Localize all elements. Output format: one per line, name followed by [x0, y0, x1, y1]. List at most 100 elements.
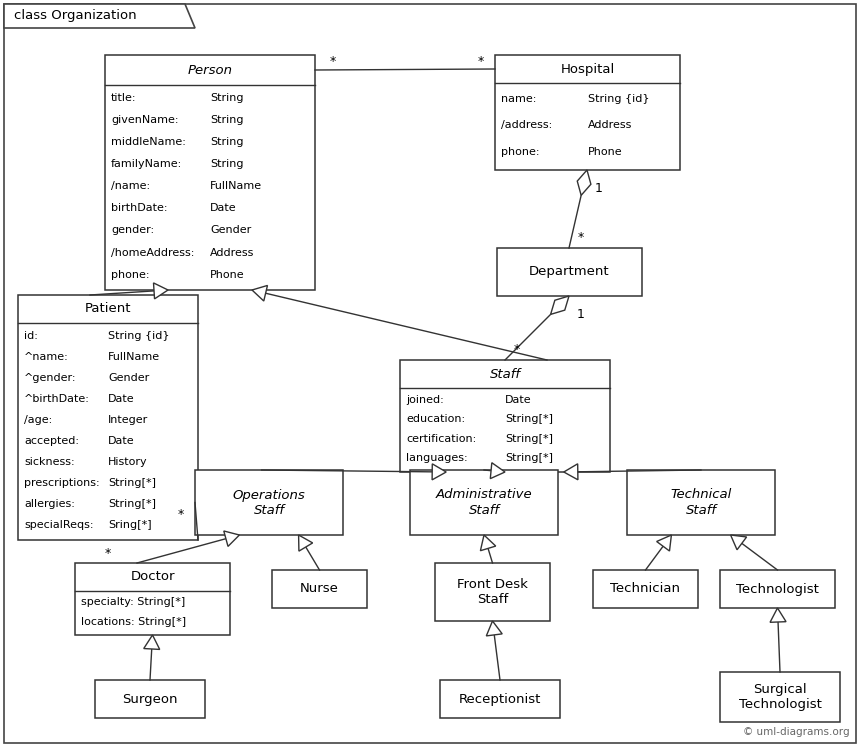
Text: String: String [210, 137, 243, 147]
Bar [410, 470, 558, 535]
Text: String: String [210, 93, 243, 103]
Text: Gender: Gender [210, 226, 251, 235]
Text: phone:: phone: [111, 270, 150, 279]
Text: birthDate:: birthDate: [111, 203, 168, 214]
Text: Administrative
Staff: Administrative Staff [436, 489, 532, 516]
Bar [497, 248, 642, 296]
Bar [593, 570, 698, 608]
Bar [720, 570, 835, 608]
Polygon shape [657, 535, 672, 551]
Text: 1: 1 [577, 308, 585, 320]
Text: Technical
Staff: Technical Staff [671, 489, 732, 516]
Text: title:: title: [111, 93, 137, 103]
Bar [495, 55, 680, 170]
Text: education:: education: [406, 415, 465, 424]
Text: Staff: Staff [489, 368, 520, 380]
Text: History: History [108, 457, 148, 467]
Polygon shape [731, 535, 746, 550]
Text: *: * [578, 232, 584, 244]
Text: ^gender:: ^gender: [24, 373, 77, 382]
Text: Technologist: Technologist [736, 583, 819, 595]
Text: Phone: Phone [210, 270, 244, 279]
Text: Department: Department [529, 265, 610, 279]
Text: Date: Date [108, 394, 135, 404]
Polygon shape [144, 635, 160, 649]
Text: givenName:: givenName: [111, 115, 179, 125]
Text: FullName: FullName [108, 352, 160, 362]
Text: Gender: Gender [108, 373, 150, 382]
Polygon shape [252, 285, 267, 301]
Text: Patient: Patient [85, 303, 132, 315]
Text: FullName: FullName [210, 182, 262, 191]
Text: class Organization: class Organization [14, 10, 137, 22]
Text: *: * [478, 55, 484, 67]
Text: String: String [210, 115, 243, 125]
Polygon shape [770, 608, 786, 622]
Text: © uml-diagrams.org: © uml-diagrams.org [743, 727, 850, 737]
Text: phone:: phone: [501, 146, 539, 157]
Text: middleName:: middleName: [111, 137, 186, 147]
Polygon shape [564, 464, 578, 480]
Bar [95, 680, 205, 718]
Text: /name:: /name: [111, 182, 150, 191]
Text: Operations
Staff: Operations Staff [232, 489, 305, 516]
Text: /homeAddress:: /homeAddress: [111, 247, 194, 258]
Text: String[*]: String[*] [108, 478, 156, 488]
Text: Hospital: Hospital [561, 63, 615, 75]
Text: languages:: languages: [406, 453, 468, 463]
Text: sickness:: sickness: [24, 457, 75, 467]
Bar [195, 470, 343, 535]
Text: Address: Address [210, 247, 255, 258]
Text: /age:: /age: [24, 415, 52, 425]
Text: String {id}: String {id} [108, 331, 169, 341]
Polygon shape [577, 170, 591, 195]
Polygon shape [486, 621, 502, 636]
Text: Address: Address [587, 120, 632, 130]
Bar [75, 563, 230, 635]
Text: id:: id: [24, 331, 38, 341]
Text: Phone: Phone [587, 146, 622, 157]
Text: *: * [178, 508, 184, 521]
Text: String[*]: String[*] [505, 453, 553, 463]
Polygon shape [490, 462, 505, 479]
Text: specialty: String[*]: specialty: String[*] [81, 598, 185, 607]
Bar [627, 470, 775, 535]
Bar [400, 360, 610, 472]
Text: prescriptions:: prescriptions: [24, 478, 100, 488]
Bar [435, 563, 550, 621]
Text: allergies:: allergies: [24, 499, 75, 509]
Polygon shape [298, 535, 313, 551]
Text: certification:: certification: [406, 434, 476, 444]
Polygon shape [154, 283, 168, 299]
Text: Person: Person [187, 63, 232, 76]
Text: Front Desk
Staff: Front Desk Staff [457, 578, 528, 606]
Text: specialReqs:: specialReqs: [24, 520, 94, 530]
Text: joined:: joined: [406, 394, 444, 405]
Text: Doctor: Doctor [130, 571, 175, 583]
Text: *: * [105, 548, 111, 560]
Text: Receptionist: Receptionist [459, 692, 541, 705]
Text: Surgeon: Surgeon [122, 692, 178, 705]
Text: String: String [210, 159, 243, 170]
Bar [440, 680, 560, 718]
Text: Sring[*]: Sring[*] [108, 520, 151, 530]
Text: String[*]: String[*] [505, 415, 553, 424]
Bar [18, 295, 198, 540]
Text: String {id}: String {id} [587, 94, 649, 104]
Text: String[*]: String[*] [505, 434, 553, 444]
Polygon shape [4, 4, 195, 28]
Bar [272, 570, 367, 608]
Text: String[*]: String[*] [108, 499, 156, 509]
Text: Surgical
Technologist: Surgical Technologist [739, 683, 821, 711]
Text: gender:: gender: [111, 226, 154, 235]
Text: ^birthDate:: ^birthDate: [24, 394, 90, 404]
Text: *: * [330, 55, 336, 69]
Polygon shape [432, 464, 446, 480]
Text: name:: name: [501, 94, 537, 104]
Text: locations: String[*]: locations: String[*] [81, 616, 186, 627]
Text: Date: Date [505, 394, 531, 405]
Bar [720, 672, 840, 722]
Text: /address:: /address: [501, 120, 552, 130]
Text: accepted:: accepted: [24, 436, 79, 446]
Text: Date: Date [108, 436, 135, 446]
